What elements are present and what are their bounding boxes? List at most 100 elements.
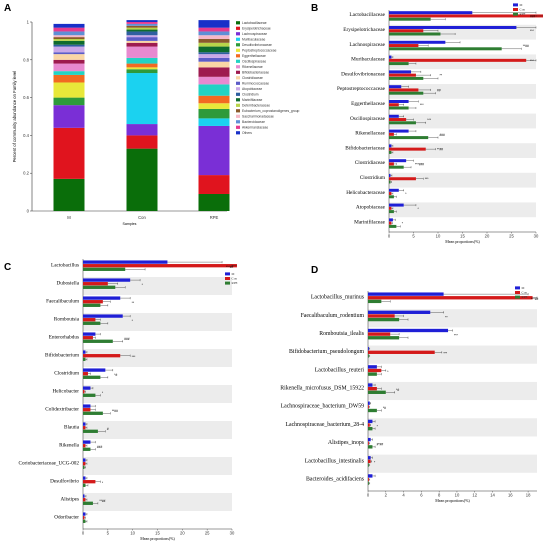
significance-label: * [377, 424, 379, 428]
bar-m [389, 70, 412, 74]
bar-m [368, 401, 370, 405]
legend-swatch-m [515, 286, 520, 290]
category-label: Lachnospiraceae_bacterium_28-4 [285, 422, 364, 428]
x-tick-label: 16 [508, 493, 513, 498]
legend-label: Marinifilaceae [242, 98, 263, 102]
bar-m [389, 188, 399, 192]
stacked-bar-segment [198, 67, 230, 77]
bar-m [83, 404, 91, 408]
legend-swatch [236, 103, 240, 107]
significance-label: * [142, 283, 144, 287]
bar-con [368, 459, 371, 464]
significance-label: # [107, 427, 109, 431]
bar-con [389, 14, 543, 18]
stacked-bar-segment [53, 63, 85, 72]
category-label: Lachnospiraceae [349, 42, 385, 48]
bar-m [389, 40, 446, 44]
legend-swatch [236, 43, 240, 47]
bar-m [368, 437, 371, 442]
legend-swatch [236, 37, 240, 41]
stacked-bar-segment [126, 42, 158, 47]
bar-con [83, 462, 86, 466]
bar-rpe [83, 303, 101, 307]
legend-label: RPE [520, 12, 526, 16]
category-label: Coriobacteriaceae_UCG-002 [19, 461, 80, 467]
stacked-bar-segment [198, 118, 230, 126]
row-band [389, 172, 536, 188]
significance-label: #*## [377, 443, 384, 447]
bar-con [83, 300, 103, 304]
legend-label: M [522, 286, 525, 290]
panel-letter-c: C [4, 262, 11, 273]
significance-label: *** [454, 333, 458, 337]
x-tick-label: 8 [438, 493, 441, 498]
stacked-bar-segment [198, 103, 230, 109]
stacked-bar-segment [126, 23, 158, 26]
stacked-bar-segment [198, 175, 230, 194]
row-band [368, 418, 537, 437]
significance-label: * [102, 391, 104, 395]
category-label: Clostridium [360, 175, 386, 181]
legend-swatch [236, 92, 240, 96]
significance-label: ## [437, 88, 441, 92]
stacked-bar-segment [53, 59, 85, 64]
bar-m [389, 11, 473, 15]
legend-label: Clostridiaceae [242, 76, 263, 80]
category-label: Clostridiaceae [355, 160, 386, 166]
bar-m [368, 365, 377, 369]
bar-con [368, 368, 382, 373]
legend-label: Atopobiaceae [242, 87, 262, 91]
stacked-bar-segment [198, 52, 230, 55]
x-tick-label: 2 [385, 493, 388, 498]
bar-rpe [83, 339, 113, 343]
legend-swatch [236, 120, 240, 124]
category-label: Rikenellaceae [355, 131, 385, 137]
category-label: Enterorhabdus [49, 335, 79, 341]
bar-m [389, 129, 409, 133]
stacked-bar-segment [126, 57, 158, 64]
stacked-bar-segment [126, 22, 158, 24]
bar-con [368, 423, 370, 427]
category-label: Alistipes [61, 497, 79, 503]
bar-rpe [83, 393, 96, 397]
stacked-bar-segment [198, 42, 230, 47]
stacked-bar-segment [126, 69, 158, 74]
legend-swatch [236, 98, 240, 102]
bar-m [389, 25, 517, 29]
bar-rpe [83, 429, 98, 433]
stacked-bar-segment [53, 39, 85, 41]
bar-con [368, 405, 369, 409]
category-label: Clostridium [54, 371, 79, 377]
panel-letter-b: B [311, 3, 318, 14]
category-label: Rikenella [59, 443, 80, 449]
bar-rpe [368, 445, 373, 449]
bar-m [368, 474, 373, 478]
stacked-bar-segment [53, 105, 85, 128]
stacked-bar-segment [53, 44, 85, 47]
legend-label: Akkermansiaceae [242, 126, 268, 130]
bar-rpe [83, 447, 91, 451]
legend-label: Lactobacillaceae [242, 21, 267, 25]
x-tick-label: 6 [420, 493, 423, 498]
category-label: Marinifilaceae [354, 218, 386, 225]
stacked-bar-segment [198, 95, 230, 104]
stacked-bar-segment [53, 46, 85, 53]
bar-m [83, 332, 96, 336]
x-tick-label: Con [138, 215, 146, 220]
x-tick-label: 20 [485, 234, 490, 239]
x-tick-label: 20 [180, 531, 185, 536]
legend-swatch [236, 125, 240, 129]
row-band [83, 493, 232, 511]
stacked-bar-segment [126, 20, 158, 22]
y-axis-title: Percent of community abundance on Family… [12, 71, 17, 163]
x-tick-label: 30 [534, 234, 539, 239]
category-label: Colidextribacter [45, 407, 79, 413]
legend-label: M [232, 272, 235, 276]
bar-rpe [83, 483, 86, 487]
legend-swatch-m [225, 272, 230, 276]
legend-swatch [236, 59, 240, 63]
significance-label: ### [530, 14, 536, 18]
significance-label: ***### [415, 162, 424, 166]
legend-swatch-con [225, 277, 230, 280]
legend-swatch-rpe [513, 12, 518, 16]
